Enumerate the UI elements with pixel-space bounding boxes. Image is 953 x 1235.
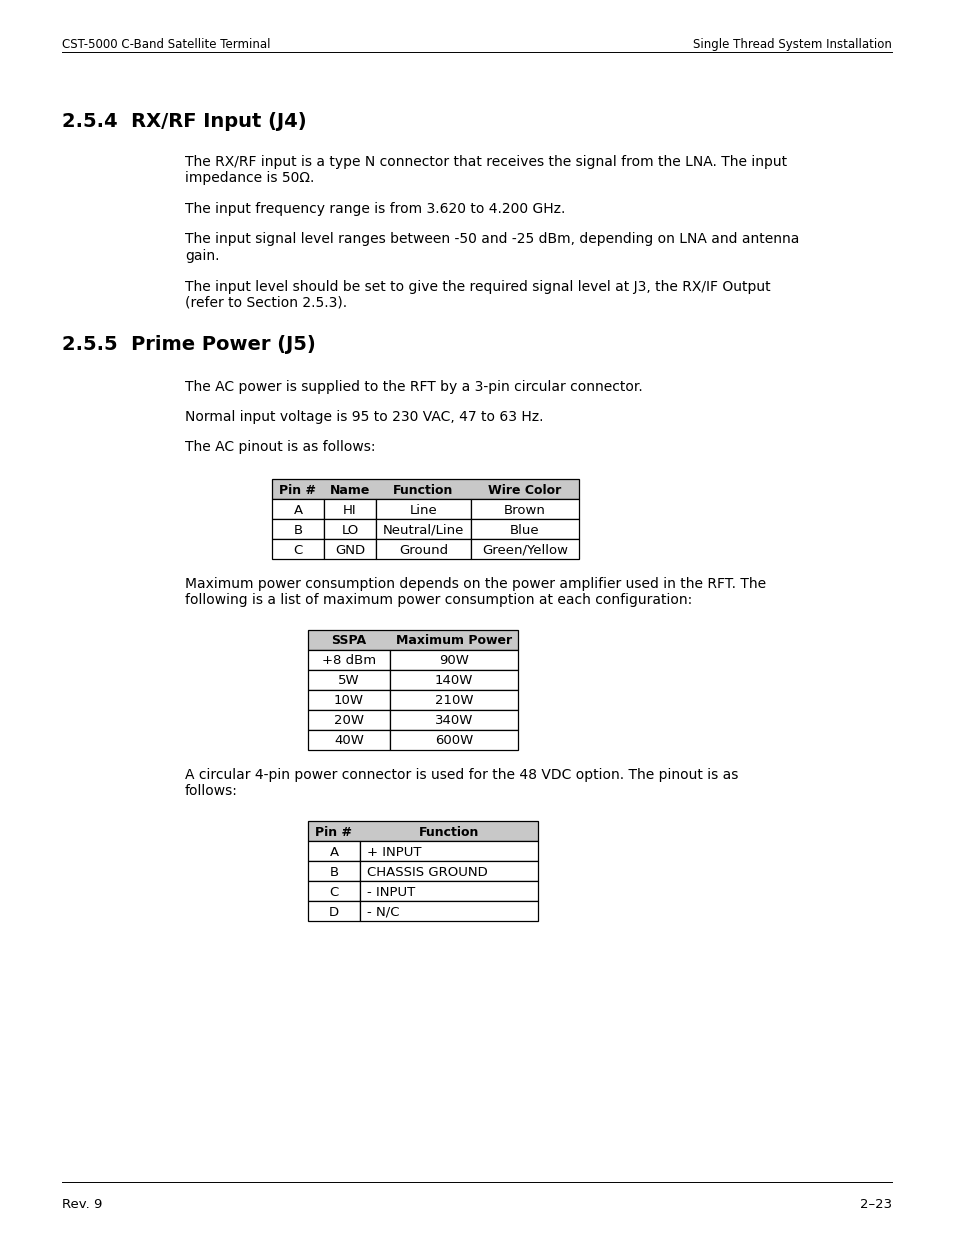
Bar (471, 538, 578, 559)
Text: - INPUT: - INPUT (367, 885, 415, 899)
Text: CST-5000 C-Band Satellite Terminal: CST-5000 C-Band Satellite Terminal (62, 38, 271, 51)
Text: 210W: 210W (435, 694, 473, 708)
Bar (308, 710, 390, 730)
Bar (359, 881, 537, 902)
Bar (390, 671, 517, 690)
Bar (308, 650, 390, 671)
Bar (390, 710, 517, 730)
Text: Wire Color: Wire Color (488, 483, 561, 496)
Text: 2.5.5  Prime Power (J5): 2.5.5 Prime Power (J5) (62, 335, 315, 353)
Text: Line: Line (409, 504, 436, 516)
Text: 600W: 600W (435, 735, 473, 747)
Text: Maximum power consumption depends on the power amplifier used in the RFT. The
fo: Maximum power consumption depends on the… (185, 577, 765, 608)
Text: HI: HI (343, 504, 356, 516)
Bar (375, 538, 471, 559)
Text: 2–23: 2–23 (859, 1198, 891, 1212)
Text: A: A (329, 846, 338, 858)
Text: Name: Name (330, 483, 370, 496)
Text: LO: LO (341, 524, 358, 536)
Text: 10W: 10W (334, 694, 364, 708)
Text: Function: Function (393, 483, 454, 496)
Text: C: C (294, 543, 302, 557)
Text: A circular 4-pin power connector is used for the 48 VDC option. The pinout is as: A circular 4-pin power connector is used… (185, 768, 738, 798)
Text: Rev. 9: Rev. 9 (62, 1198, 102, 1212)
Text: Normal input voltage is 95 to 230 VAC, 47 to 63 Hz.: Normal input voltage is 95 to 230 VAC, 4… (185, 410, 543, 424)
Bar (308, 841, 359, 861)
Text: 5W: 5W (337, 674, 359, 688)
Bar (308, 821, 537, 841)
Bar (359, 902, 537, 921)
Text: C: C (329, 885, 338, 899)
Text: Blue: Blue (510, 524, 539, 536)
Text: 2.5.4  RX/RF Input (J4): 2.5.4 RX/RF Input (J4) (62, 112, 306, 131)
Bar (471, 499, 578, 519)
Bar (308, 881, 359, 902)
Text: SSPA: SSPA (331, 635, 366, 647)
Text: 40W: 40W (334, 735, 363, 747)
Bar (324, 538, 375, 559)
Text: + INPUT: + INPUT (367, 846, 421, 858)
Bar (359, 861, 537, 881)
Text: The input frequency range is from 3.620 to 4.200 GHz.: The input frequency range is from 3.620 … (185, 203, 565, 216)
Text: Pin #: Pin # (315, 825, 352, 839)
Text: +8 dBm: +8 dBm (321, 655, 375, 667)
Text: Neutral/Line: Neutral/Line (382, 524, 464, 536)
Bar (324, 519, 375, 538)
Bar (308, 861, 359, 881)
Text: 140W: 140W (435, 674, 473, 688)
Text: B: B (294, 524, 302, 536)
Bar (308, 730, 390, 750)
Text: CHASSIS GROUND: CHASSIS GROUND (367, 866, 487, 878)
Text: A: A (294, 504, 302, 516)
Bar (375, 519, 471, 538)
Bar (272, 519, 324, 538)
Text: The AC power is supplied to the RFT by a 3-pin circular connector.: The AC power is supplied to the RFT by a… (185, 379, 642, 394)
Text: Single Thread System Installation: Single Thread System Installation (693, 38, 891, 51)
Text: GND: GND (335, 543, 365, 557)
Text: 20W: 20W (334, 715, 364, 727)
Bar (324, 499, 375, 519)
Text: Brown: Brown (503, 504, 545, 516)
Bar (390, 730, 517, 750)
Bar (272, 479, 578, 499)
Text: 90W: 90W (438, 655, 469, 667)
Text: Ground: Ground (398, 543, 448, 557)
Text: The input level should be set to give the required signal level at J3, the RX/IF: The input level should be set to give th… (185, 279, 770, 310)
Text: - N/C: - N/C (367, 905, 399, 919)
Text: The input signal level ranges between -50 and -25 dBm, depending on LNA and ante: The input signal level ranges between -5… (185, 232, 799, 263)
Bar (390, 650, 517, 671)
Bar (308, 902, 359, 921)
Text: The AC pinout is as follows:: The AC pinout is as follows: (185, 441, 375, 454)
Text: The RX/RF input is a type N connector that receives the signal from the LNA. The: The RX/RF input is a type N connector th… (185, 156, 786, 185)
Text: Function: Function (418, 825, 478, 839)
Bar (308, 630, 517, 650)
Bar (390, 690, 517, 710)
Text: 340W: 340W (435, 715, 473, 727)
Bar (308, 671, 390, 690)
Text: Green/Yellow: Green/Yellow (481, 543, 567, 557)
Text: Maximum Power: Maximum Power (395, 635, 512, 647)
Text: Pin #: Pin # (279, 483, 316, 496)
Bar (375, 499, 471, 519)
Text: D: D (329, 905, 338, 919)
Bar (308, 690, 390, 710)
Bar (272, 499, 324, 519)
Text: B: B (329, 866, 338, 878)
Bar (359, 841, 537, 861)
Bar (272, 538, 324, 559)
Bar (471, 519, 578, 538)
